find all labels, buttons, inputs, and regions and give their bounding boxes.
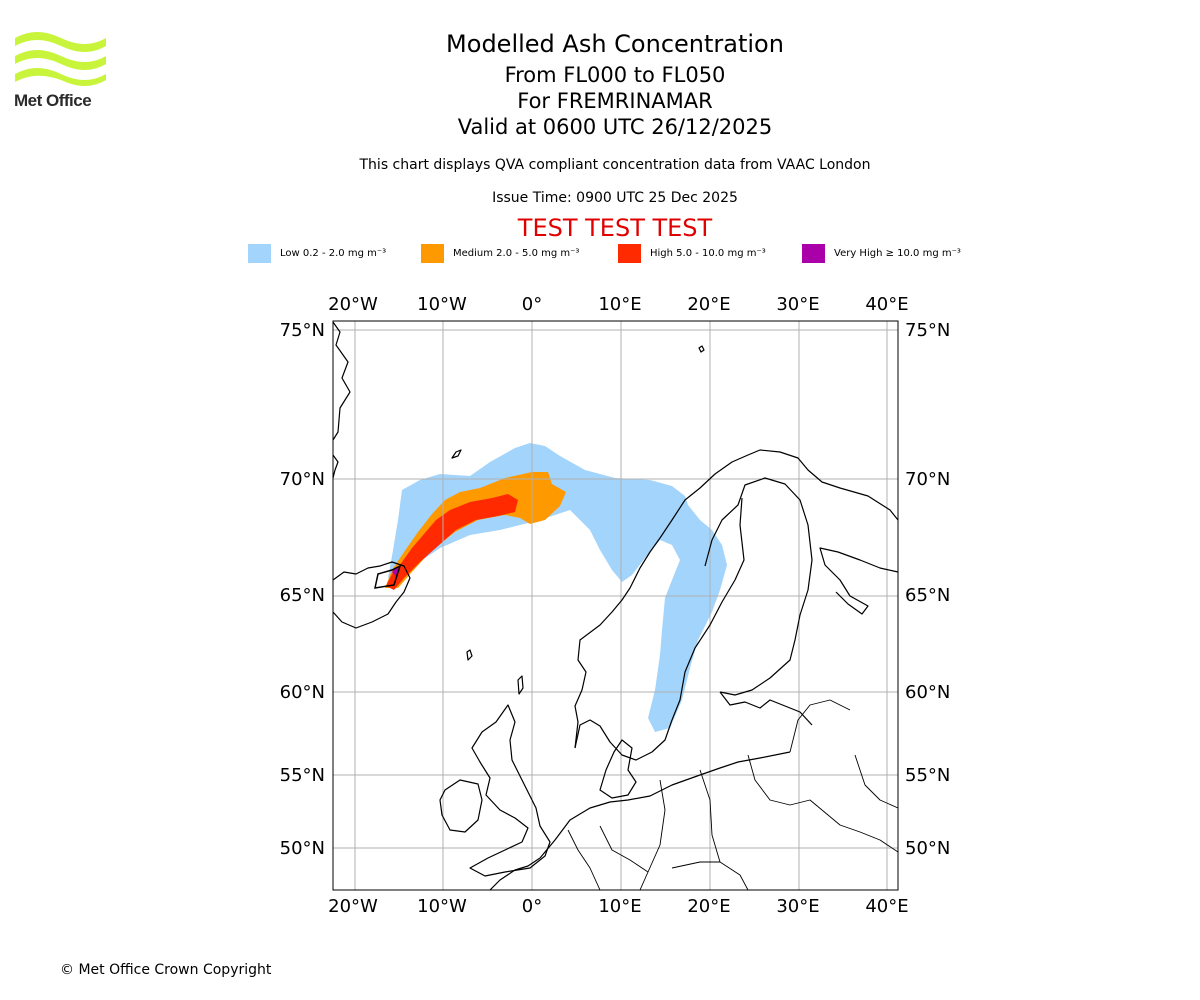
map-frame xyxy=(332,320,899,891)
lat-label-right: 55°N xyxy=(905,765,950,786)
ash-map: 20°W 10°W 0° 10°E 20°E 30°E 40°E 20°W 10… xyxy=(270,290,970,920)
legend-label-medium: Medium 2.0 - 5.0 mg m⁻³ xyxy=(453,247,580,259)
lon-label-bottom: 20°E xyxy=(687,896,730,917)
lon-label-top: 20°W xyxy=(328,294,378,315)
legend-swatch-very-high xyxy=(802,243,825,263)
coastlines xyxy=(332,321,899,891)
legend-swatch-medium xyxy=(421,243,444,263)
lat-label-left: 60°N xyxy=(280,682,325,703)
legend-item-low: Low 0.2 - 2.0 mg m⁻³ xyxy=(248,243,386,263)
issue-time: Issue Time: 0900 UTC 25 Dec 2025 xyxy=(492,190,738,206)
lon-label-bottom: 40°E xyxy=(865,896,908,917)
lon-label-top: 30°E xyxy=(776,294,819,315)
lat-label-right: 65°N xyxy=(905,585,950,606)
met-office-logo: Met Office xyxy=(14,30,108,112)
lon-label-top: 10°W xyxy=(417,294,467,315)
lon-label-top: 40°E xyxy=(865,294,908,315)
lat-label-left: 70°N xyxy=(280,469,325,490)
ash-area-high xyxy=(386,494,518,590)
volcano-marker xyxy=(374,564,402,589)
lon-label-bottom: 20°W xyxy=(328,896,378,917)
test-banner: TEST TEST TEST xyxy=(517,214,713,242)
lon-label-top: 20°E xyxy=(687,294,730,315)
volcano-name: For FREMRINAMAR xyxy=(517,89,713,113)
lat-label-left: 75°N xyxy=(280,320,325,341)
chart-title: Modelled Ash Concentration xyxy=(446,30,784,58)
flight-levels: From FL000 to FL050 xyxy=(504,63,726,87)
lat-label-left: 65°N xyxy=(280,585,325,606)
legend-label-very-high: Very High ≥ 10.0 mg m⁻³ xyxy=(834,247,961,259)
lon-label-top: 10°E xyxy=(598,294,641,315)
map-background xyxy=(333,321,898,890)
legend-swatch-high xyxy=(618,243,641,263)
lon-label-bottom: 10°W xyxy=(417,896,467,917)
lon-label-bottom: 30°E xyxy=(776,896,819,917)
lon-label-bottom: 10°E xyxy=(598,896,641,917)
lat-label-left: 50°N xyxy=(280,838,325,859)
legend-label-high: High 5.0 - 10.0 mg m⁻³ xyxy=(650,247,766,259)
met-office-wave-icon xyxy=(15,32,106,86)
legend-item-high: High 5.0 - 10.0 mg m⁻³ xyxy=(618,243,766,263)
compliance-note: This chart displays QVA compliant concen… xyxy=(359,157,871,173)
lat-label-right: 50°N xyxy=(905,838,950,859)
gridlines xyxy=(333,321,898,890)
legend-item-very-high: Very High ≥ 10.0 mg m⁻³ xyxy=(802,243,961,263)
lat-label-right: 70°N xyxy=(905,469,950,490)
lat-label-left: 55°N xyxy=(280,765,325,786)
valid-time: Valid at 0600 UTC 26/12/2025 xyxy=(457,115,773,139)
legend-item-medium: Medium 2.0 - 5.0 mg m⁻³ xyxy=(421,243,579,263)
lat-label-right: 60°N xyxy=(905,682,950,703)
legend-label-low: Low 0.2 - 2.0 mg m⁻³ xyxy=(280,247,387,259)
lon-label-top: 0° xyxy=(522,294,542,315)
legend-swatch-low xyxy=(248,243,271,263)
ash-area-medium xyxy=(385,472,566,588)
map-svg: 20°W 10°W 0° 10°E 20°E 30°E 40°E 20°W 10… xyxy=(280,294,951,917)
logo-text: Met Office xyxy=(14,91,92,110)
ash-area-very-high xyxy=(392,567,400,576)
lon-label-bottom: 0° xyxy=(522,896,542,917)
lat-label-right: 75°N xyxy=(905,320,950,341)
copyright-notice: © Met Office Crown Copyright xyxy=(60,962,272,978)
